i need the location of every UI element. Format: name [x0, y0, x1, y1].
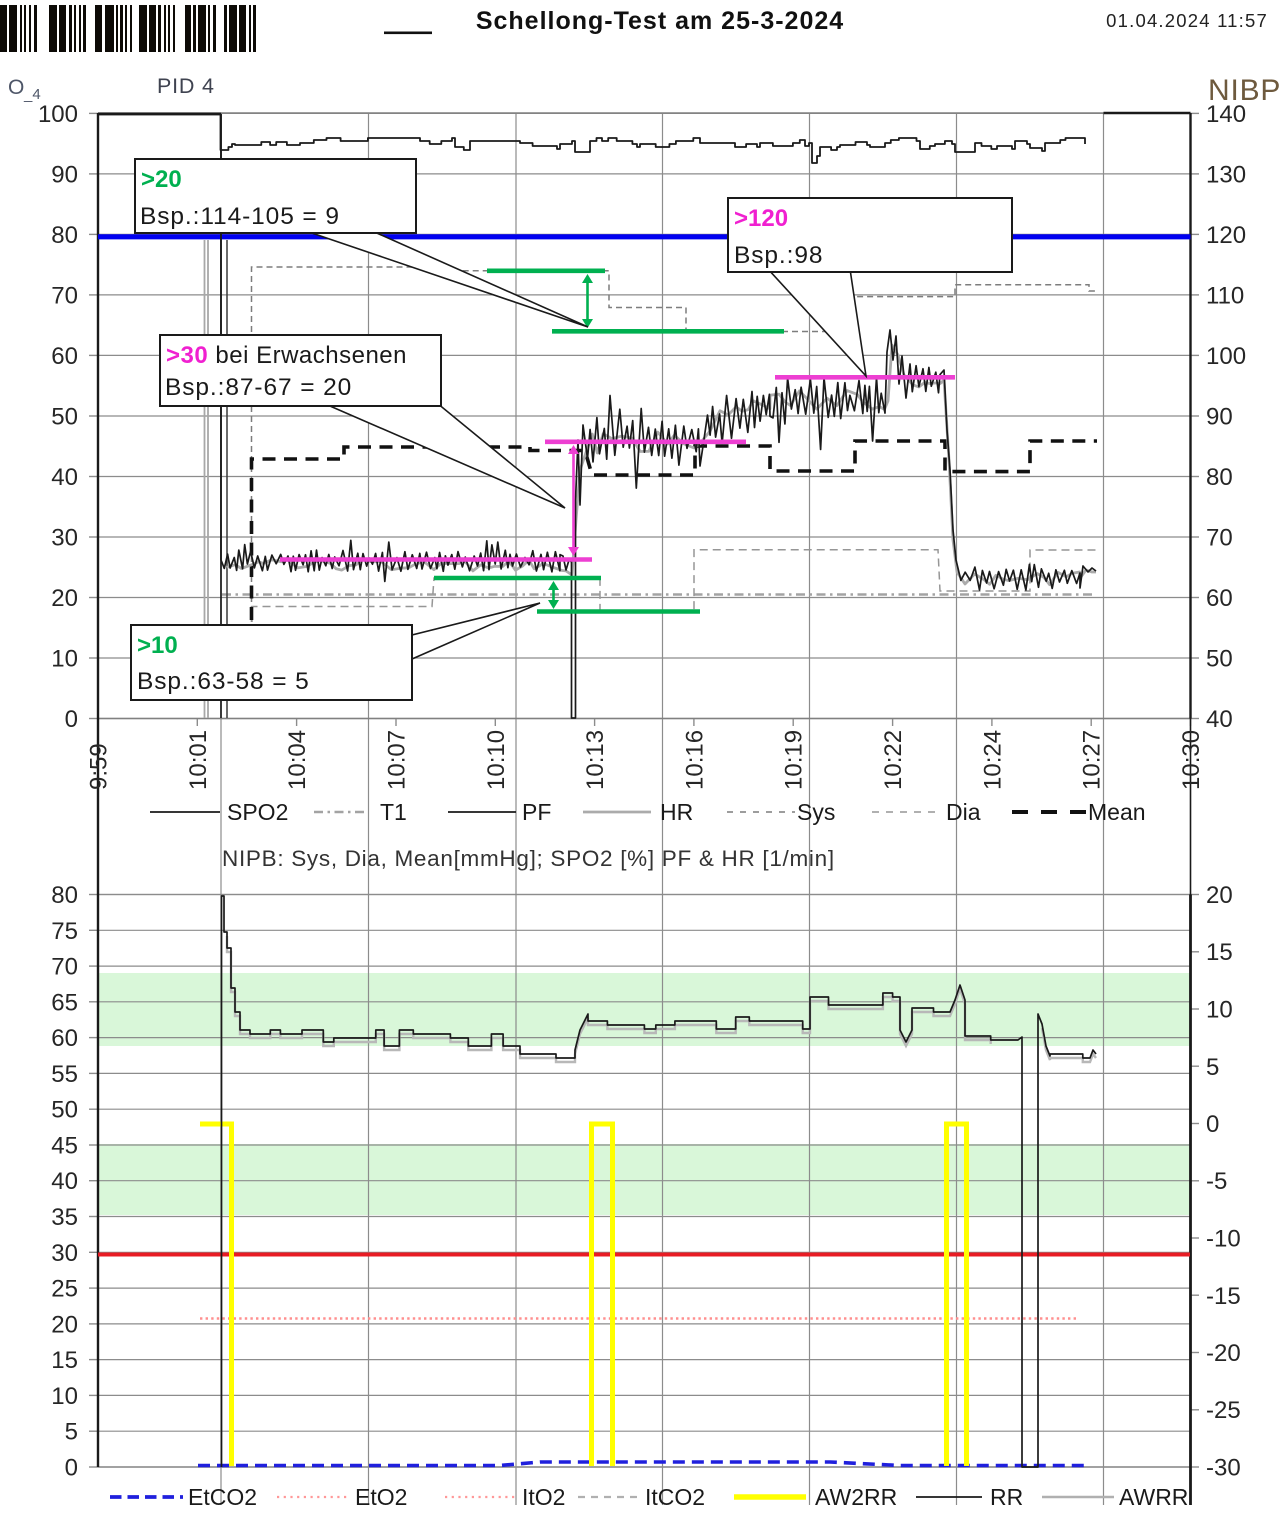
- svg-text:01.04.2024 11:57: 01.04.2024 11:57: [1106, 10, 1268, 31]
- svg-text:35: 35: [51, 1204, 78, 1231]
- svg-text:90: 90: [51, 161, 78, 188]
- svg-text:90: 90: [1206, 404, 1233, 431]
- svg-text:60: 60: [1206, 585, 1233, 612]
- svg-text:-15: -15: [1206, 1283, 1241, 1310]
- svg-text:5: 5: [1206, 1054, 1219, 1081]
- svg-text:Bsp.:114-105 = 9: Bsp.:114-105 = 9: [140, 203, 340, 230]
- svg-text:0: 0: [65, 706, 78, 733]
- svg-text:Bsp.:63-58 = 5: Bsp.:63-58 = 5: [137, 668, 310, 695]
- svg-text:75: 75: [51, 918, 78, 945]
- svg-text:PID 4: PID 4: [157, 74, 215, 98]
- svg-text:NIPB: Sys, Dia, Mean[mmHg]; S: NIPB: Sys, Dia, Mean[mmHg]; SPO2 [%] PF …: [222, 846, 835, 871]
- svg-text:ItCO2: ItCO2: [645, 1484, 705, 1510]
- svg-text:EtCO2: EtCO2: [188, 1484, 257, 1510]
- svg-text:10:04: 10:04: [284, 730, 311, 790]
- svg-text:RR: RR: [990, 1484, 1023, 1510]
- svg-text:10:01: 10:01: [185, 730, 212, 790]
- svg-text:>120: >120: [734, 205, 788, 232]
- svg-text:45: 45: [51, 1133, 78, 1160]
- svg-text:65: 65: [51, 989, 78, 1016]
- svg-text:-20: -20: [1206, 1340, 1241, 1367]
- svg-text:SPO2: SPO2: [227, 799, 288, 825]
- svg-text:-25: -25: [1206, 1397, 1241, 1424]
- svg-text:80: 80: [1206, 464, 1233, 491]
- svg-text:10:10: 10:10: [483, 730, 510, 790]
- svg-text:0: 0: [65, 1455, 78, 1482]
- svg-text:20: 20: [51, 585, 78, 612]
- svg-text:70: 70: [51, 954, 78, 981]
- svg-text:T1: T1: [380, 799, 407, 825]
- svg-text:80: 80: [51, 222, 78, 249]
- svg-text:5: 5: [65, 1419, 78, 1446]
- svg-text:>10: >10: [137, 632, 178, 659]
- svg-text:50: 50: [1206, 646, 1233, 673]
- svg-text:PF: PF: [522, 799, 551, 825]
- svg-text:130: 130: [1206, 161, 1246, 188]
- svg-text:120: 120: [1206, 222, 1246, 249]
- svg-text:50: 50: [51, 1097, 78, 1124]
- svg-text:>30 bei Erwachsenen: >30 bei Erwachsenen: [166, 342, 407, 369]
- svg-text:AW2RR: AW2RR: [815, 1484, 897, 1510]
- svg-text:110: 110: [1206, 282, 1244, 309]
- svg-text:60: 60: [51, 343, 78, 370]
- svg-text:100: 100: [1206, 343, 1246, 370]
- svg-text:10: 10: [1206, 997, 1233, 1024]
- svg-text:10:19: 10:19: [781, 730, 808, 790]
- svg-text:15: 15: [51, 1347, 78, 1374]
- svg-text:-30: -30: [1206, 1455, 1241, 1482]
- svg-text:30: 30: [51, 525, 78, 552]
- svg-text:_4: _4: [23, 86, 41, 103]
- svg-text:10: 10: [51, 646, 78, 673]
- svg-text:60: 60: [51, 1025, 78, 1052]
- svg-text:10:22: 10:22: [880, 730, 907, 790]
- svg-text:EtO2: EtO2: [355, 1484, 407, 1510]
- svg-text:10:30: 10:30: [1178, 730, 1205, 790]
- svg-text:HR: HR: [660, 799, 693, 825]
- svg-text:40: 40: [1206, 706, 1233, 733]
- svg-text:25: 25: [51, 1276, 78, 1303]
- svg-text:10:24: 10:24: [979, 730, 1006, 790]
- svg-text:80: 80: [51, 882, 78, 909]
- svg-text:-5: -5: [1206, 1168, 1227, 1195]
- svg-text:Schellong-Test am 25-3-2024: Schellong-Test am 25-3-2024: [476, 7, 844, 35]
- svg-text:10:16: 10:16: [681, 730, 708, 790]
- svg-text:9:59: 9:59: [86, 743, 113, 790]
- svg-text:70: 70: [51, 282, 78, 309]
- svg-text:20: 20: [1206, 882, 1233, 909]
- svg-text:10:27: 10:27: [1079, 730, 1106, 790]
- svg-text:100: 100: [38, 101, 78, 128]
- svg-text:ItO2: ItO2: [522, 1484, 565, 1510]
- svg-text:40: 40: [51, 1168, 78, 1195]
- svg-text:10:13: 10:13: [582, 730, 609, 790]
- svg-text:Bsp.:98: Bsp.:98: [734, 242, 823, 269]
- svg-text:0: 0: [1206, 1111, 1219, 1138]
- svg-text:Dia: Dia: [946, 799, 981, 825]
- svg-text:10: 10: [51, 1383, 78, 1410]
- svg-text:NIBP: NIBP: [1208, 74, 1280, 107]
- svg-text:140: 140: [1206, 101, 1246, 128]
- svg-text:15: 15: [1206, 939, 1233, 966]
- svg-text:Sys: Sys: [797, 799, 835, 825]
- svg-text:Bsp.:87-67 = 20: Bsp.:87-67 = 20: [165, 374, 352, 401]
- svg-text:55: 55: [51, 1061, 78, 1088]
- svg-text:30: 30: [51, 1240, 78, 1267]
- svg-text:70: 70: [1206, 525, 1233, 552]
- svg-text:O: O: [8, 76, 24, 99]
- svg-text:50: 50: [51, 404, 78, 431]
- svg-text:Mean: Mean: [1088, 799, 1146, 825]
- svg-text:20: 20: [51, 1311, 78, 1338]
- svg-text:AWRR: AWRR: [1119, 1484, 1188, 1510]
- svg-text:10:07: 10:07: [384, 730, 411, 790]
- svg-text:>20: >20: [141, 166, 182, 193]
- svg-text:-10: -10: [1206, 1226, 1241, 1253]
- svg-text:40: 40: [51, 464, 78, 491]
